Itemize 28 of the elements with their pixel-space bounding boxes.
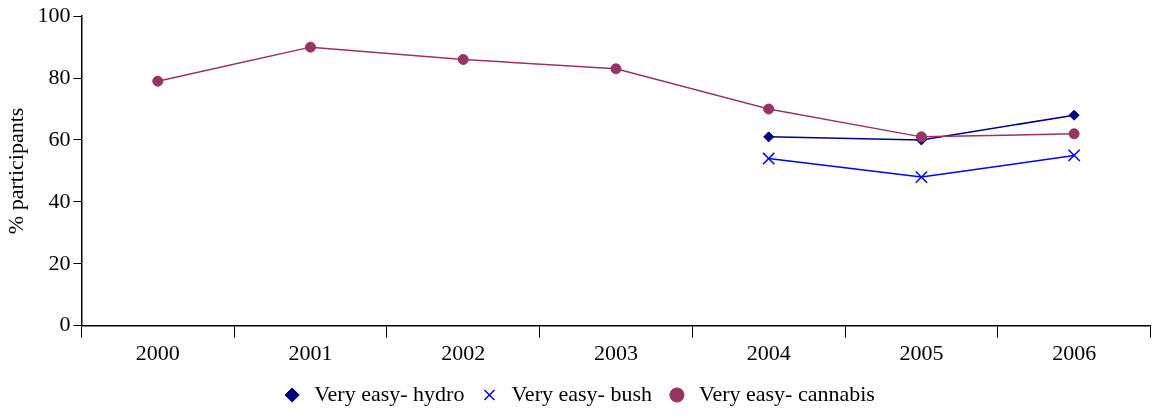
point <box>1068 128 1080 140</box>
point <box>915 170 928 184</box>
x-tick-label: 2000 <box>135 339 180 365</box>
point <box>152 75 164 87</box>
point <box>762 152 776 165</box>
x-tick-label: 2001 <box>288 339 333 365</box>
point <box>763 103 775 115</box>
point <box>1068 109 1080 121</box>
x-tick-label: 2003 <box>593 339 638 365</box>
y-axis-title: % participants <box>2 107 28 235</box>
point <box>763 131 775 143</box>
legend-label: Very easy- cannabis <box>698 380 875 406</box>
point <box>610 63 622 75</box>
y-tick-label: 0 <box>59 311 71 337</box>
y-tick-label: 20 <box>48 249 71 275</box>
y-tick-label: 60 <box>48 125 71 151</box>
x-tick-label: 2004 <box>746 339 791 365</box>
x-tick-label: 2005 <box>899 339 944 365</box>
y-tick-label: 100 <box>37 1 71 27</box>
legend-label: Very easy- bush <box>511 380 652 406</box>
x-tick-label: 2002 <box>441 339 486 365</box>
point <box>1067 149 1081 162</box>
point <box>304 41 316 53</box>
point <box>457 54 469 66</box>
legend-label: Very easy- hydro <box>314 380 465 406</box>
x-tick-label: 2006 <box>1052 339 1097 365</box>
y-tick-label: 40 <box>48 187 71 213</box>
y-tick-label: 80 <box>48 63 71 89</box>
